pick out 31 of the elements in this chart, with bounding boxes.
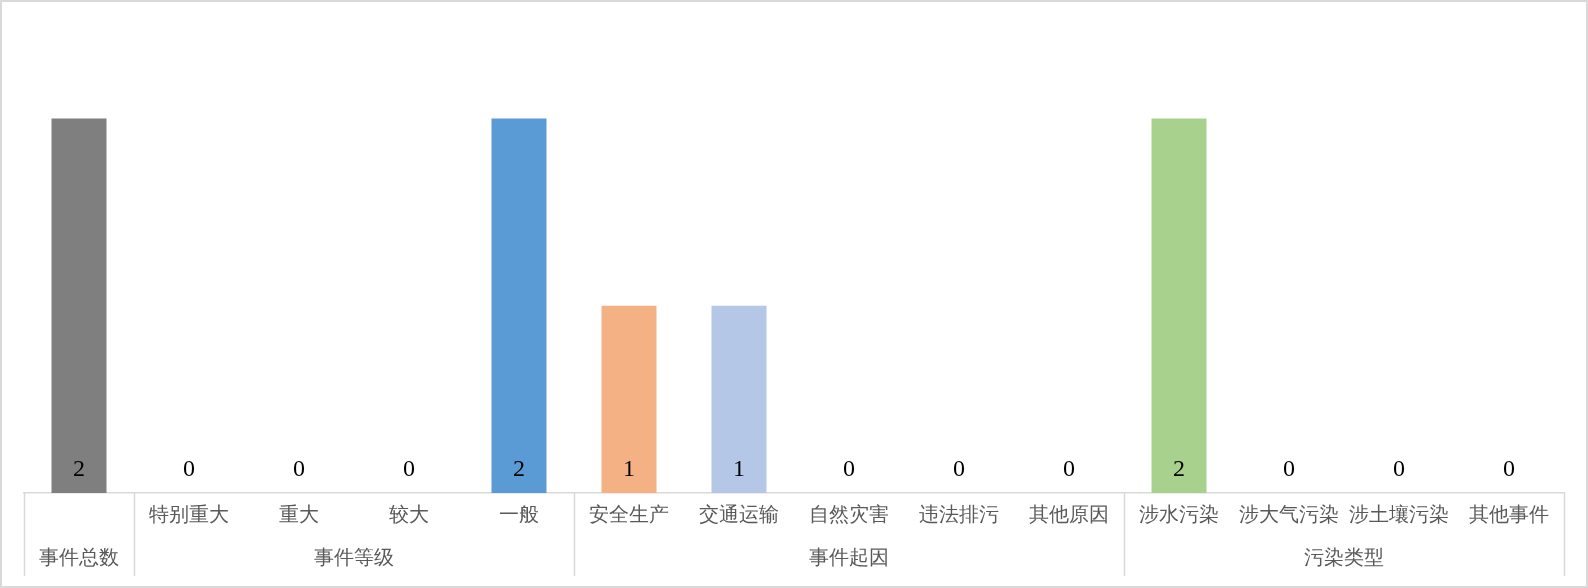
x-tick-label: 其他原因 [1029, 502, 1109, 527]
data-label: 2 [73, 455, 85, 482]
data-label: 2 [1173, 455, 1185, 482]
data-label: 2 [513, 455, 525, 482]
text: 事件起因 [809, 545, 889, 570]
x-tick-label: 其他事件 [1469, 502, 1549, 527]
text: 污染类型 [1304, 545, 1384, 570]
x-tick-label: 涉土壤污染 [1349, 502, 1449, 527]
x-tick-label: 自然灾害 [809, 502, 889, 527]
x-tick-label: 重大 [279, 502, 319, 527]
x-tick-label: 交通运输 [699, 502, 779, 527]
data-label: 0 [1503, 455, 1515, 482]
data-label: 1 [733, 455, 745, 482]
data-label: 0 [1063, 455, 1075, 482]
data-label: 0 [843, 455, 855, 482]
text: 事件等级 [314, 545, 394, 570]
data-label: 0 [403, 455, 415, 482]
x-tick-label: 违法排污 [919, 502, 999, 527]
data-label: 0 [293, 455, 305, 482]
x-tick-label: 一般 [499, 502, 539, 527]
text: 事件总数 [39, 545, 119, 570]
x-tick-label: 涉水污染 [1139, 502, 1219, 527]
data-label: 0 [1283, 455, 1295, 482]
x-tick-label: 较大 [389, 502, 429, 527]
x-tick-label: 安全生产 [589, 502, 669, 527]
data-label: 0 [953, 455, 965, 482]
data-label: 0 [183, 455, 195, 482]
x-tick-label: 特别重大 [149, 502, 229, 527]
x-tick-label: 涉大气污染 [1239, 502, 1339, 527]
data-label: 1 [623, 455, 635, 482]
data-label: 0 [1393, 455, 1405, 482]
